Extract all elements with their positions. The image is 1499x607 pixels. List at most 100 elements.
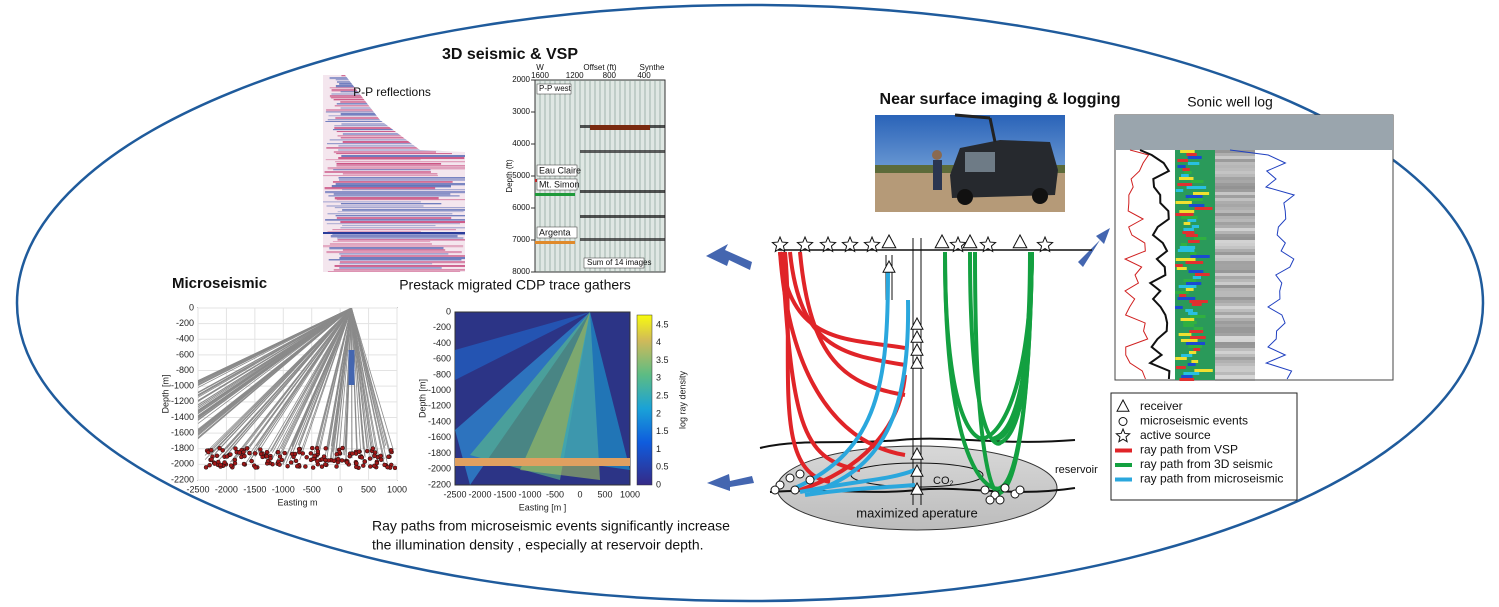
event — [580, 238, 665, 241]
event — [335, 456, 341, 462]
reflection-stripe — [324, 187, 436, 190]
reflection-stripe — [335, 79, 465, 81]
log-band — [1215, 156, 1255, 159]
log-band — [1185, 288, 1194, 291]
log-band — [1194, 207, 1213, 210]
tick-label: 800 — [603, 71, 617, 80]
event — [378, 453, 384, 459]
event — [995, 495, 1005, 505]
tick-label: 1.5 — [656, 426, 669, 436]
event — [805, 475, 815, 485]
reflection-stripe — [326, 223, 460, 225]
log-band — [1187, 219, 1197, 222]
tick-label: 4000 — [512, 139, 530, 148]
tick-label: -1000 — [518, 489, 541, 499]
log-band — [1215, 168, 1255, 171]
tick-label: -800 — [176, 365, 194, 375]
reflection-stripe — [334, 125, 465, 127]
ray — [337, 308, 352, 463]
field-photo — [875, 113, 1065, 212]
log-band — [1185, 261, 1204, 264]
tick-label: 2.5 — [656, 390, 669, 400]
log-band — [1215, 192, 1255, 195]
reflection-stripe — [338, 145, 465, 147]
legend-label: ray path from VSP — [1140, 443, 1238, 457]
event — [362, 459, 368, 464]
log-band — [1215, 330, 1255, 333]
event — [277, 454, 283, 459]
reflection-stripe — [334, 127, 428, 130]
tick-label: -2000 — [171, 459, 194, 469]
event — [310, 445, 315, 451]
event — [321, 454, 327, 459]
horizon-label: Eau Claire — [539, 165, 581, 175]
reflection-image — [323, 75, 465, 272]
log-band — [1188, 312, 1198, 315]
source — [979, 235, 997, 253]
panel-title: Sonic well log — [1187, 94, 1273, 110]
reflection-stripe — [333, 193, 451, 196]
ray — [198, 308, 352, 424]
reflection-stripe — [341, 123, 433, 126]
reflection-stripe — [338, 157, 465, 160]
reflection-stripe — [333, 169, 431, 171]
log-band — [1215, 351, 1255, 354]
ray — [198, 308, 352, 433]
reflection-stripe — [341, 75, 449, 77]
cdp-gather: 2000 3000 4000 5000 6000 7000 8000 1600 1200 800 4… — [505, 63, 666, 276]
axis-label: Synthe — [640, 63, 665, 72]
horizon — [535, 193, 575, 196]
tick-label: -2200 — [171, 474, 194, 484]
reflection-stripe — [329, 247, 444, 250]
log-band — [1215, 165, 1255, 168]
event — [392, 465, 397, 471]
ray — [330, 308, 352, 447]
ray — [316, 308, 352, 456]
reflection-stripe — [337, 211, 464, 213]
label-box — [536, 178, 578, 191]
tick-label: -400 — [433, 338, 451, 348]
reflection-stripe — [329, 243, 432, 245]
reflection-stripe — [336, 217, 452, 220]
ray-3d — [943, 251, 1034, 441]
log-band — [1181, 354, 1193, 357]
log-band — [1215, 318, 1255, 321]
tick-label: 3.5 — [656, 355, 669, 365]
label-box — [536, 83, 572, 95]
reflection-stripe — [327, 119, 465, 121]
log-band — [1215, 306, 1255, 309]
tick-label: 0 — [446, 306, 451, 316]
reflection-stripe — [340, 255, 465, 258]
ray — [334, 308, 352, 462]
log-band — [1175, 291, 1189, 294]
tick-label: -2200 — [428, 479, 451, 489]
log-band — [1215, 180, 1255, 183]
tick-label: -2000 — [468, 489, 491, 499]
event — [344, 460, 350, 465]
tick-label: -1200 — [171, 396, 194, 406]
log-band — [1183, 321, 1197, 324]
event — [347, 453, 353, 459]
tick-label: -1400 — [171, 412, 194, 422]
tick-label: 5000 — [512, 171, 530, 180]
event — [374, 460, 380, 466]
ray-density-plot: 0 -200 -400 -600 -800 -1000 -1200 -1400 -1600 -18… — [417, 306, 687, 512]
event — [308, 451, 314, 456]
reflection-stripe — [325, 111, 444, 113]
receiver — [910, 481, 924, 495]
ray — [264, 308, 352, 456]
receiver — [910, 342, 924, 356]
horizon-label: Mt. Simon — [539, 179, 580, 189]
ray — [351, 308, 385, 465]
tick-label: 7000 — [512, 235, 530, 244]
event — [300, 451, 306, 456]
tick-label: 0.5 — [656, 462, 669, 472]
ray — [351, 308, 368, 449]
log-band — [1215, 372, 1255, 375]
reflection-stripe — [332, 229, 456, 231]
log-band — [1215, 315, 1255, 318]
log-band — [1215, 345, 1255, 348]
log-band — [1215, 183, 1255, 186]
tick-label: -1500 — [493, 489, 516, 499]
log-band — [1175, 258, 1196, 261]
